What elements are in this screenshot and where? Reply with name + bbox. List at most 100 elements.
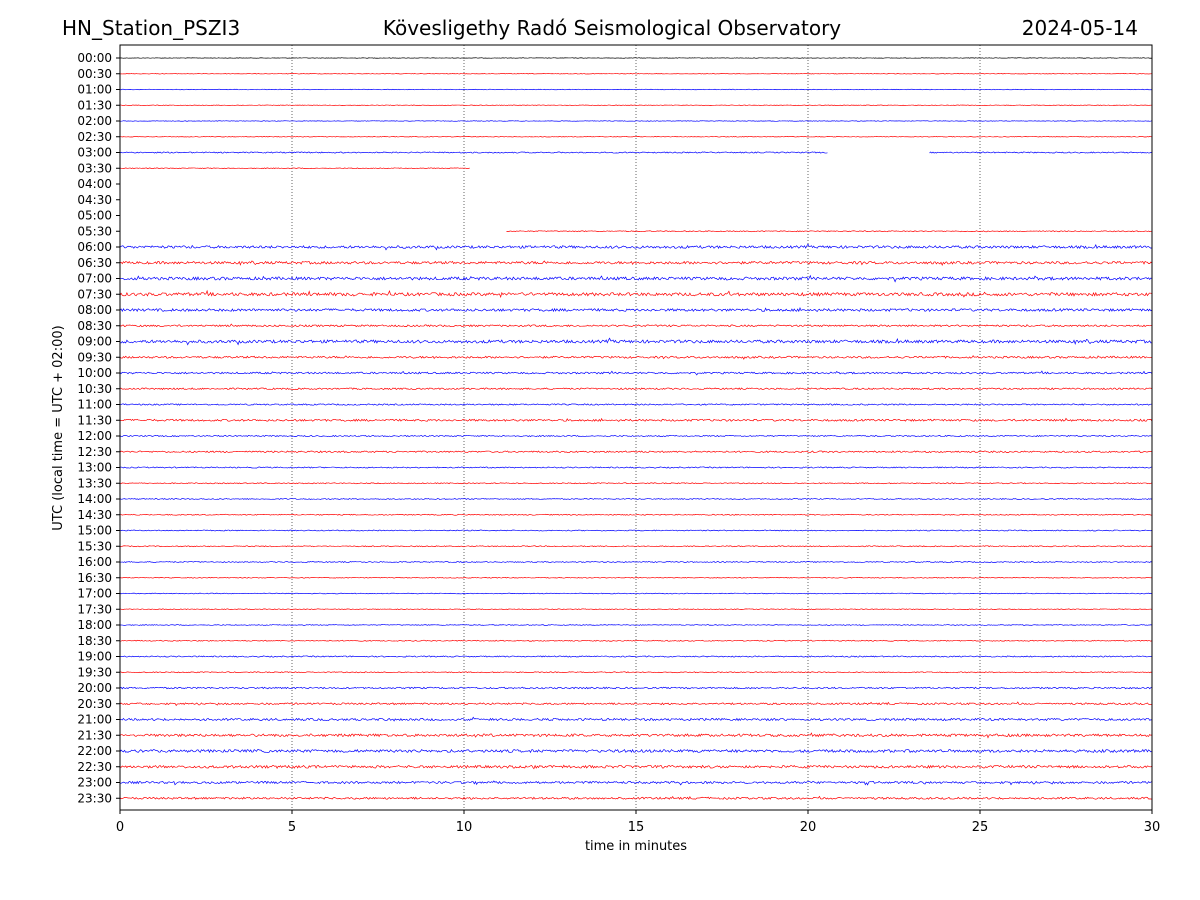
- y-tick-label: 00:00: [77, 51, 112, 65]
- trace-1730: [119, 608, 1153, 611]
- observatory-title: Kövesligethy Radó Seismological Observat…: [383, 16, 841, 40]
- y-tick-label: 06:30: [77, 256, 112, 270]
- y-tick-label: 03:00: [77, 146, 112, 160]
- y-tick-label: 12:00: [77, 429, 112, 443]
- y-tick-label: 20:00: [77, 681, 112, 695]
- y-tick-label: 16:00: [77, 555, 112, 569]
- trace-1100: [119, 403, 1153, 406]
- trace-0300: [119, 151, 1153, 154]
- y-tick-label: 23:00: [77, 776, 112, 790]
- trace-2130: [119, 732, 1153, 739]
- y-tick-label: 18:00: [77, 618, 112, 632]
- trace-1230: [119, 450, 1153, 454]
- y-tick-label: 08:00: [77, 303, 112, 317]
- gridlines: [291, 45, 981, 810]
- trace-1200: [119, 434, 1153, 438]
- trace-1030: [119, 387, 1153, 391]
- trace-0830: [119, 323, 1153, 328]
- trace-1600: [119, 561, 1153, 563]
- trace-0230: [119, 136, 1153, 138]
- y-tick-label: 11:30: [77, 413, 112, 427]
- x-tick-label: 15: [628, 820, 645, 835]
- y-tick-label: 09:30: [77, 350, 112, 364]
- trace-0600: [119, 243, 1153, 251]
- trace-1830: [119, 639, 1153, 642]
- trace-2230: [119, 764, 1153, 770]
- trace-0730: [119, 289, 1153, 299]
- y-tick-label: 22:30: [77, 760, 112, 774]
- y-tick-label: 11:00: [77, 398, 112, 412]
- trace-1930: [119, 671, 1153, 674]
- trace-2000: [119, 686, 1153, 690]
- traces: [119, 57, 1153, 800]
- y-tick-label: 20:30: [77, 697, 112, 711]
- y-tick-label: 19:30: [77, 665, 112, 679]
- trace-0930: [119, 355, 1153, 360]
- x-tick-label: 0: [116, 820, 124, 835]
- trace-1400: [119, 498, 1153, 500]
- y-tick-label: 17:30: [77, 602, 112, 616]
- y-tick-label: 14:30: [77, 508, 112, 522]
- trace-1500: [119, 529, 1153, 532]
- y-tick-label: 02:00: [77, 114, 112, 128]
- y-tick-label: 07:30: [77, 287, 112, 301]
- trace-0000: [119, 57, 1153, 59]
- trace-0630: [119, 260, 1153, 267]
- y-tick-label: 12:30: [77, 445, 112, 459]
- trace-0200: [119, 120, 1153, 122]
- trace-1700: [119, 592, 1153, 595]
- trace-1630: [119, 576, 1153, 579]
- y-tick-label: 04:30: [77, 193, 112, 207]
- y-tick-label: 05:30: [77, 224, 112, 238]
- y-tick-label: 01:00: [77, 83, 112, 97]
- trace-1300: [119, 466, 1153, 469]
- y-tick-label: 05:00: [77, 209, 112, 223]
- station-name: HN_Station_PSZI3: [62, 16, 240, 40]
- trace-1800: [119, 624, 1153, 626]
- y-tick-label: 01:30: [77, 98, 112, 112]
- y-tick-label: 23:30: [77, 791, 112, 805]
- y-tick-label: 10:00: [77, 366, 112, 380]
- y-tick-label: 21:00: [77, 713, 112, 727]
- trace-2100: [119, 716, 1153, 722]
- y-tick-label: 08:30: [77, 319, 112, 333]
- trace-0130: [119, 104, 1153, 106]
- y-tick-label: 15:30: [77, 539, 112, 553]
- y-tick-label: 15:00: [77, 524, 112, 538]
- y-tick-label: 06:00: [77, 240, 112, 254]
- x-tick-label: 25: [972, 820, 989, 835]
- trace-0100: [119, 88, 1153, 91]
- trace-2200: [119, 748, 1153, 754]
- y-tick-label: 16:30: [77, 571, 112, 585]
- y-tick-label: 22:00: [77, 744, 112, 758]
- trace-1430: [119, 513, 1153, 516]
- y-tick-label: 13:00: [77, 461, 112, 475]
- x-tick-label: 30: [1144, 820, 1161, 835]
- y-tick-label: 07:00: [77, 272, 112, 286]
- x-axis-label: time in minutes: [585, 839, 687, 854]
- trace-1530: [119, 545, 1153, 548]
- y-tick-label: 19:00: [77, 650, 112, 664]
- y-axis-label: UTC (local time = UTC + 02:00): [51, 325, 66, 530]
- x-tick-label: 20: [800, 820, 817, 835]
- y-tick-label: 03:30: [77, 161, 112, 175]
- trace-0800: [119, 306, 1153, 313]
- x-tick-label: 5: [288, 820, 296, 835]
- y-tick-label: 09:00: [77, 335, 112, 349]
- trace-1130: [119, 417, 1153, 422]
- plot-area: [119, 44, 1153, 811]
- trace-1000: [119, 370, 1153, 376]
- trace-0900: [119, 337, 1153, 346]
- trace-0330: [119, 167, 470, 170]
- y-tick-label: 13:30: [77, 476, 112, 490]
- x-tick-label: 10: [456, 820, 473, 835]
- y-tick-label: 00:30: [77, 67, 112, 81]
- trace-0030: [119, 73, 1153, 75]
- x-axis-ticks: 0 5 10 15 20 25 30: [116, 810, 1160, 835]
- date-label: 2024-05-14: [1022, 16, 1138, 40]
- y-tick-label: 10:30: [77, 382, 112, 396]
- trace-1900: [119, 655, 1153, 658]
- trace-2330: [119, 795, 1153, 800]
